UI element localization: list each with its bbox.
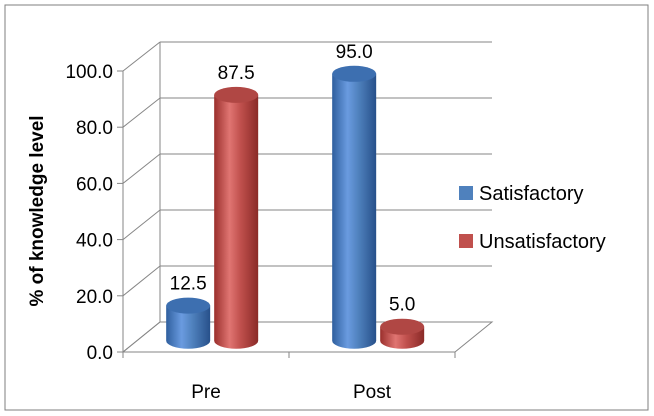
bars xyxy=(166,65,425,349)
chart-border xyxy=(4,4,649,411)
gridline-side xyxy=(122,265,161,297)
legend-item-unsatisfactory: Unsatisfactory xyxy=(459,231,606,253)
gridline-side xyxy=(122,209,161,240)
bar-body xyxy=(166,305,211,349)
bar-body xyxy=(214,94,259,349)
y-axis-title: % of knowledge level xyxy=(27,115,48,306)
bar-unsatisfactory-post xyxy=(380,318,425,349)
y-tick-label: 40.0 xyxy=(76,231,113,252)
bar-unsatisfactory-pre xyxy=(214,86,259,349)
labels: 12.5 87.5 95.0 5.0 xyxy=(170,42,416,316)
bar-top xyxy=(214,86,259,103)
data-label: 5.0 xyxy=(389,295,415,316)
x-tick-label: Pre xyxy=(191,382,221,403)
legend-item-satisfactory: Satisfactory xyxy=(459,183,583,205)
y-tick-label: 60.0 xyxy=(76,174,113,195)
bar-body xyxy=(332,73,377,349)
bar-satisfactory-pre xyxy=(166,297,211,349)
gridline-side xyxy=(122,41,161,72)
y-tick-label: 80.0 xyxy=(76,118,113,139)
data-label: 12.5 xyxy=(170,274,207,295)
legend: Satisfactory Unsatisfactory xyxy=(459,183,606,253)
y-tick-label: 20.0 xyxy=(76,287,113,308)
x-tick-label: Post xyxy=(353,382,392,403)
y-tick-label: 0.0 xyxy=(87,343,113,364)
legend-label: Satisfactory xyxy=(479,183,583,205)
gridline-side xyxy=(122,153,161,184)
bar-top xyxy=(332,65,377,82)
bar-top xyxy=(380,318,425,335)
legend-swatch xyxy=(459,186,473,200)
bar-satisfactory-post xyxy=(332,65,377,349)
data-label: 87.5 xyxy=(218,63,255,84)
gridline-side xyxy=(122,97,161,128)
axes: 0.0 20.0 40.0 60.0 80.0 100.0 Pre Post % of know… xyxy=(27,62,456,403)
legend-label: Unsatisfactory xyxy=(479,231,606,253)
data-label: 95.0 xyxy=(336,42,373,63)
bar-top xyxy=(166,297,211,314)
legend-swatch xyxy=(459,234,473,248)
y-tick-label: 100.0 xyxy=(65,62,113,83)
